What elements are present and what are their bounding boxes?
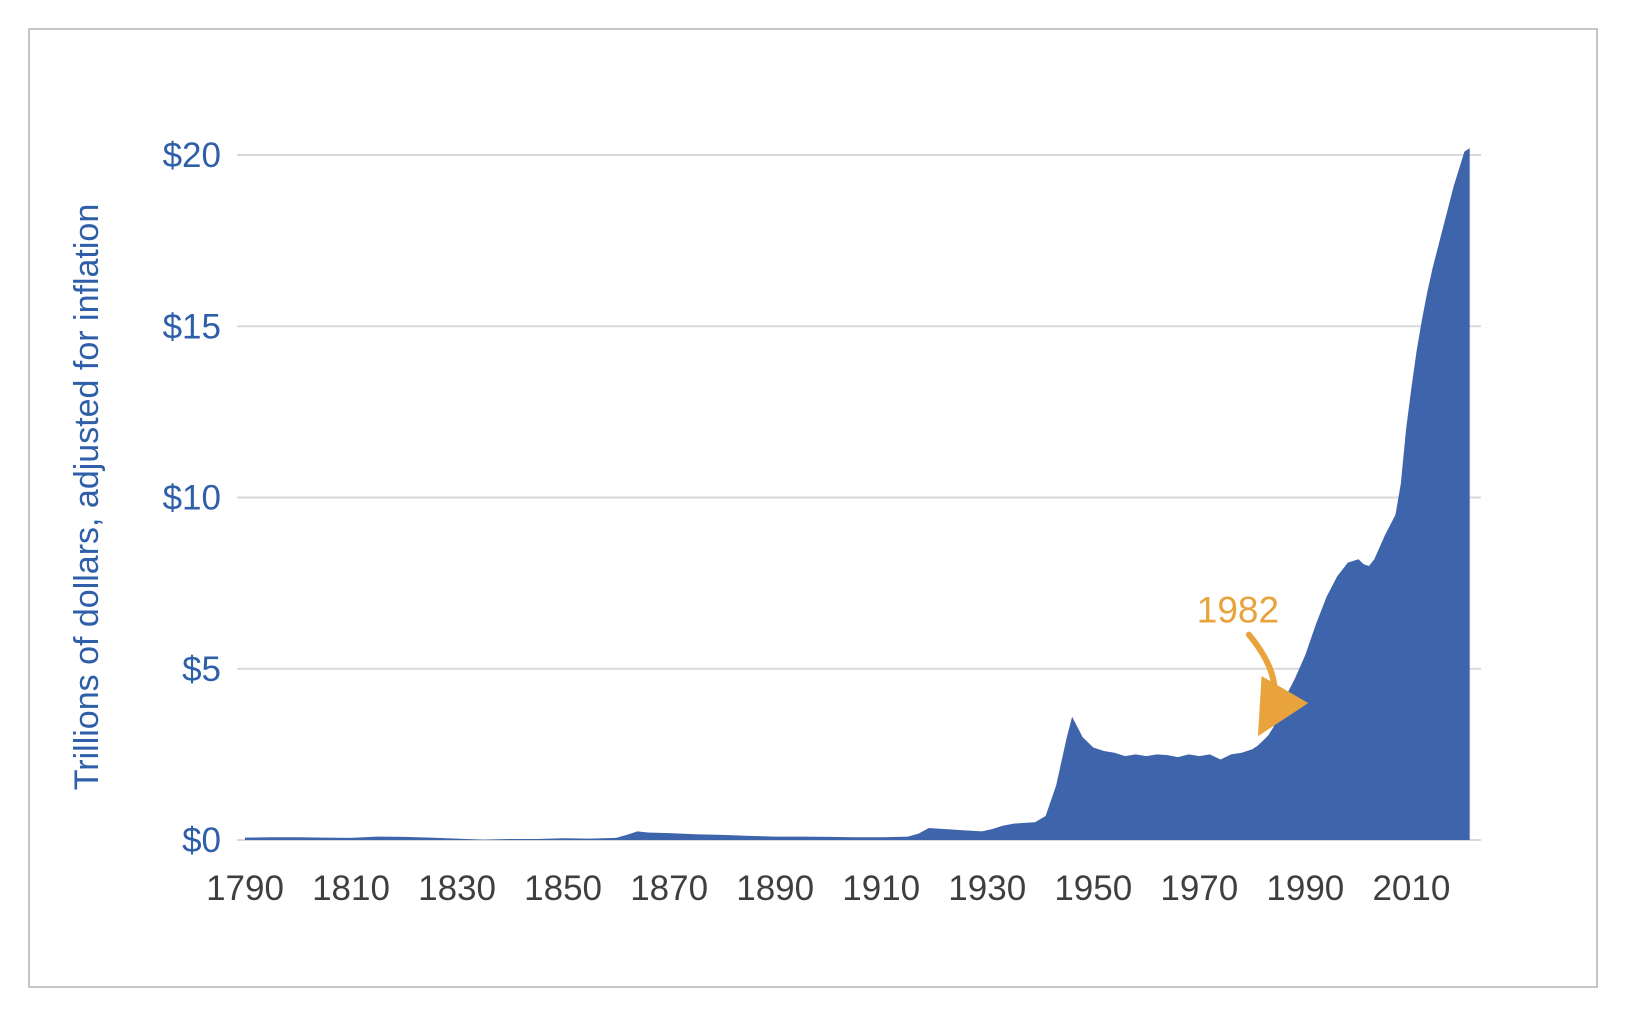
x-tick-label: 2010 [1372, 869, 1450, 908]
x-tick-label: 1970 [1160, 869, 1238, 908]
annotation-1982: 1982 [1197, 590, 1309, 737]
chart-figure: $0 $5 $10 $15 $20 1790 1810 1830 1850 1870 1890 19… [28, 28, 1598, 988]
x-tick-label: 1910 [842, 869, 920, 908]
y-axis-tick-labels: $0 $5 $10 $15 $20 [163, 136, 221, 860]
x-tick-label: 1810 [312, 869, 390, 908]
y-tick-label: $0 [182, 821, 221, 860]
x-tick-label: 1930 [948, 869, 1026, 908]
x-tick-label: 1890 [736, 869, 814, 908]
y-tick-label: $15 [163, 307, 221, 346]
x-tick-label: 1850 [524, 869, 602, 908]
x-tick-label: 1990 [1266, 869, 1344, 908]
x-tick-label: 1790 [206, 869, 284, 908]
y-tick-label: $20 [163, 136, 221, 175]
y-tick-label: $10 [163, 479, 221, 518]
x-axis-tick-labels: 1790 1810 1830 1850 1870 1890 1910 1930 1950 1970… [206, 869, 1450, 908]
annotation-arrow-icon [1245, 631, 1309, 737]
annotation-label: 1982 [1197, 590, 1279, 631]
x-tick-label: 1870 [630, 869, 708, 908]
debt-area-series [245, 148, 1470, 841]
debt-area-chart: $0 $5 $10 $15 $20 1790 1810 1830 1850 1870 1890 19… [68, 136, 1481, 908]
x-tick-label: 1830 [418, 869, 496, 908]
y-axis-title: Trillions of dollars, adjusted for infla… [68, 204, 106, 790]
y-tick-label: $5 [182, 650, 221, 689]
x-tick-label: 1950 [1054, 869, 1132, 908]
